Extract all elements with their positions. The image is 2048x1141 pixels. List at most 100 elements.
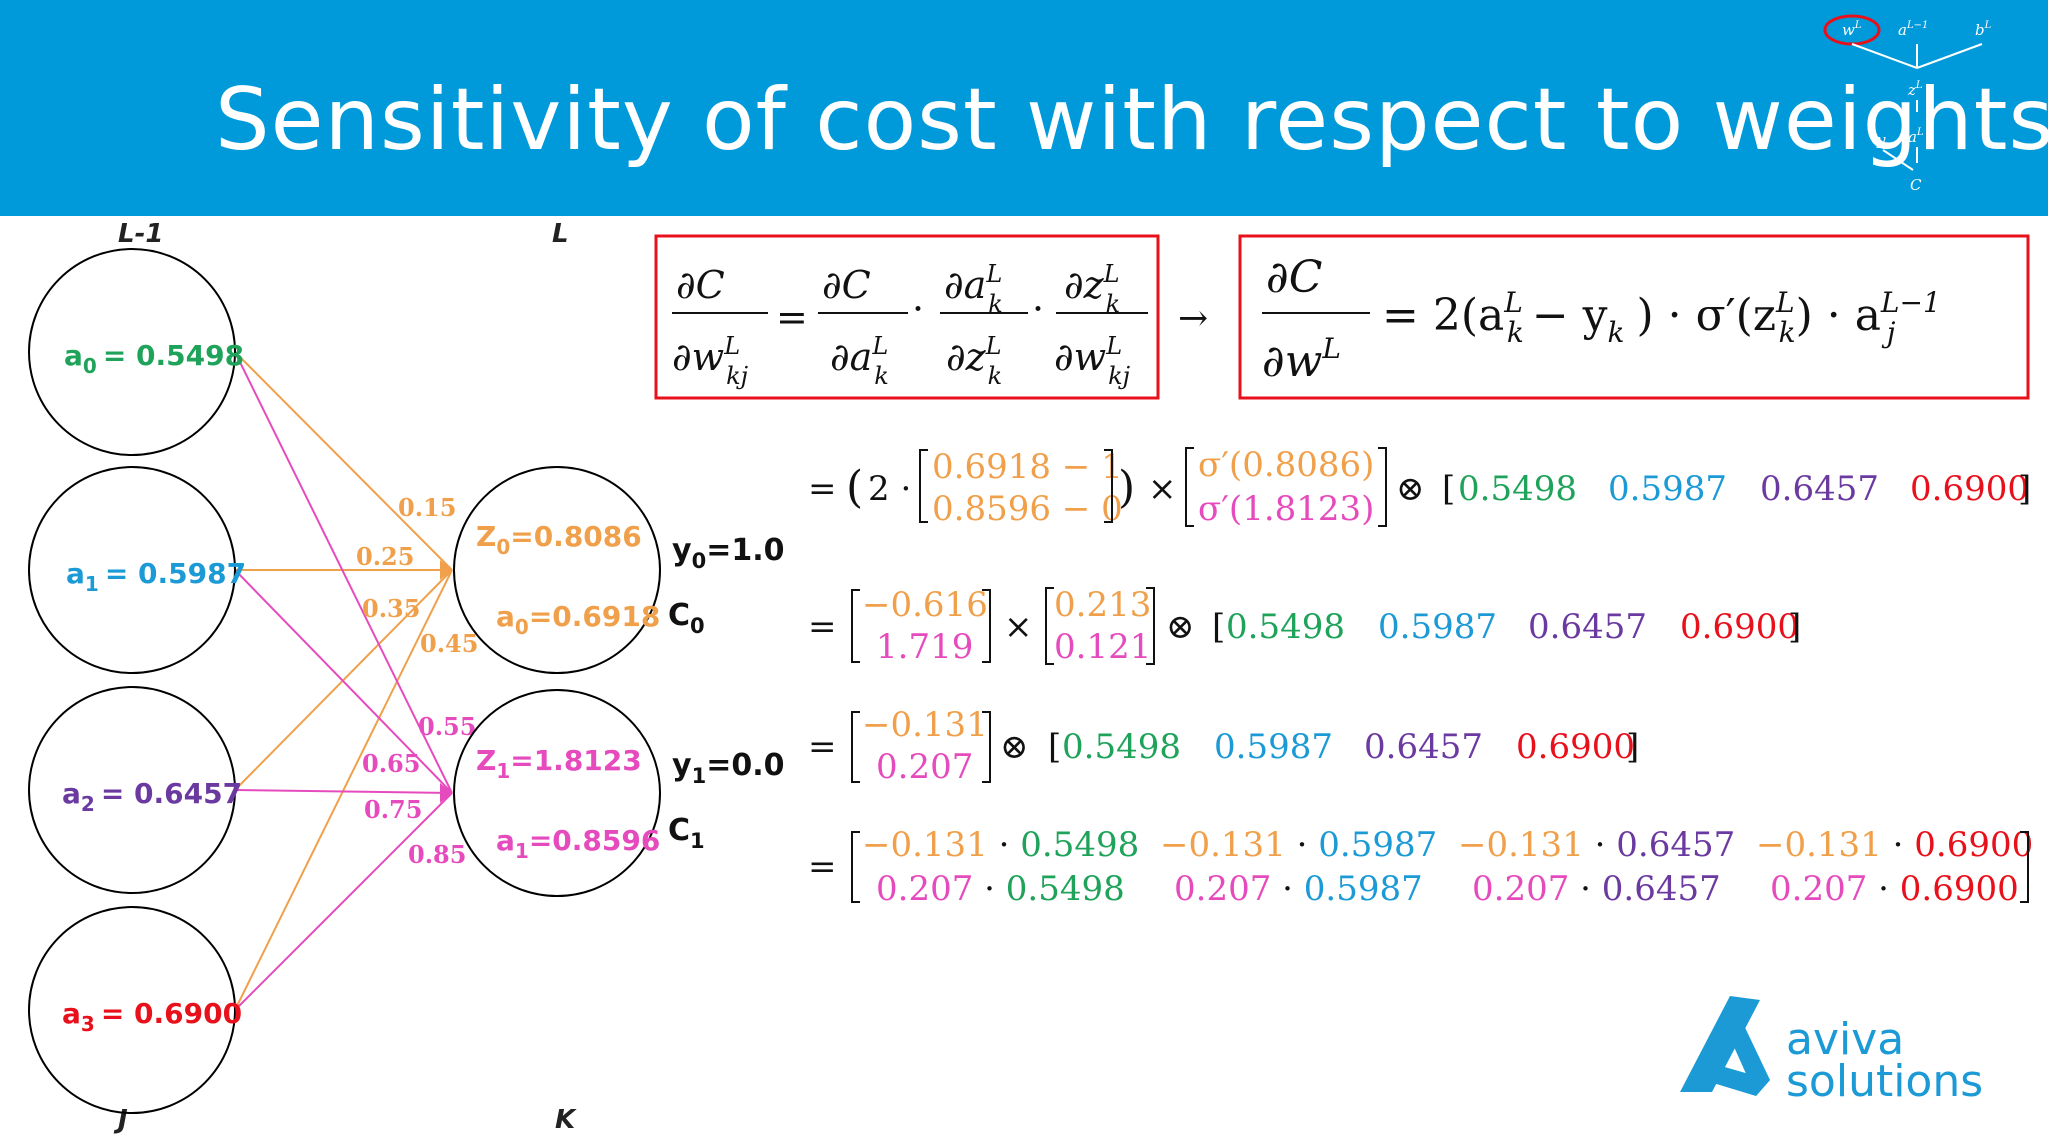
input-value-a2: a2 = 0.6457	[62, 777, 242, 816]
index-j-label: J	[113, 1105, 128, 1135]
svg-text:∂wL: ∂wL	[1262, 332, 1341, 387]
svg-text:·: ·	[912, 287, 924, 331]
svg-text:0.6457: 0.6457	[1528, 607, 1647, 647]
svg-text:0.5987: 0.5987	[1378, 607, 1497, 647]
output-a0-value: a0=0.6918	[496, 600, 660, 639]
svg-text:= 2(aLk− yk) · σ′(zLk) · aL−1j: = 2(aL k − yk) · σ′(zL k) · aL−1 j	[1382, 286, 1941, 349]
input-value-a0: a0 = 0.5498	[64, 339, 244, 378]
svg-text:=: =	[808, 469, 837, 509]
neuron-a2	[28, 686, 236, 894]
weight-label: 0.35	[362, 594, 420, 623]
svg-text:[: [	[1048, 727, 1061, 767]
chain-rule-formula: ∂C ∂wL kj = ∂C ∂aL k · ∂aL k ∂zL k · ∂zL k ∂w…	[654, 234, 1208, 400]
svg-text:σ′(1.8123): σ′(1.8123)	[1198, 489, 1374, 529]
weight-label: 0.65	[362, 749, 420, 778]
svg-text:aL−1: aL−1	[1898, 20, 1928, 39]
weight-label: 0.25	[356, 542, 414, 571]
output-z1-value: Z1=1.8123	[476, 744, 642, 783]
svg-text:0.5987: 0.5987	[1214, 727, 1333, 767]
svg-text:∂aLk: ∂aL k	[830, 332, 889, 390]
svg-text:∂C: ∂C	[676, 263, 725, 307]
svg-text:σ′(0.8086): σ′(0.8086)	[1198, 445, 1374, 485]
formula-box-right	[1238, 234, 2030, 400]
svg-text:∂zLk: ∂zL k	[1064, 260, 1120, 318]
formula-box-left	[654, 234, 1160, 400]
page-title: Sensitivity of cost with respect to weig…	[215, 70, 2048, 170]
neuron-a3	[28, 906, 236, 1114]
svg-text:0.5498: 0.5498	[1226, 607, 1345, 647]
svg-text:×: ×	[1148, 469, 1177, 509]
output-layer: Z0=0.8086 a0=0.6918 Z1=1.8123 a1=0.8596 …	[453, 466, 784, 897]
svg-text:bL: bL	[1975, 20, 1992, 39]
svg-text:]: ]	[1626, 727, 1639, 767]
svg-text:1.719: 1.719	[876, 627, 973, 667]
svg-text:=: =	[808, 847, 837, 887]
svg-text:aviva: aviva	[1786, 1014, 1904, 1065]
svg-text:0.8596 − 0: 0.8596 − 0	[932, 489, 1123, 529]
neuron-a0	[28, 248, 236, 456]
input-layer: a0 = 0.5498 a1 = 0.5987 a2 = 0.6457 a3 = 0.6…	[28, 248, 246, 1114]
cost-c1: C1	[668, 813, 705, 853]
target-y1: y1=0.0	[672, 748, 784, 788]
svg-text:=: =	[776, 295, 808, 339]
index-k-label: K	[555, 1105, 577, 1135]
connections-orange	[234, 351, 453, 1011]
result-formula: ∂C ∂wL = 2(aL k − yk) · σ′(zL k) · aL−1 j	[1238, 234, 2030, 400]
title-banner	[0, 0, 2048, 216]
weight-label: 0.45	[420, 629, 478, 658]
step-3: = −0.131 0.207 ⊗ [ 0.5498 0.5987 0.6457 …	[808, 705, 1639, 787]
svg-text:(: (	[846, 462, 863, 513]
svg-text:0.6457: 0.6457	[1364, 727, 1483, 767]
svg-text:0.207 · 0.6457: 0.207 · 0.6457	[1472, 869, 1721, 909]
output-a1-value: a1=0.8596	[496, 824, 660, 863]
svg-text:⊗: ⊗	[1000, 727, 1029, 767]
step-2: = −0.616 1.719 × 0.213 0.121 ⊗ [ 0.5498 …	[808, 585, 1801, 667]
weight-label: 0.55	[418, 712, 476, 741]
svg-text:−0.131 · 0.6900: −0.131 · 0.6900	[1756, 825, 2033, 865]
arrowhead-z1	[440, 783, 452, 803]
svg-text:=: =	[808, 607, 837, 647]
svg-text:−0.616: −0.616	[862, 585, 988, 625]
svg-text:0.5498: 0.5498	[1062, 727, 1181, 767]
aviva-solutions-logo: aviva solutions	[1680, 996, 1983, 1107]
input-value-a3: a3 = 0.6900	[62, 997, 242, 1036]
svg-text:C: C	[1910, 176, 1922, 194]
target-y0: y0=1.0	[672, 533, 784, 573]
arrow: →	[1178, 298, 1208, 339]
output-z0-value: Z0=0.8086	[476, 520, 642, 559]
svg-text:wL: wL	[1842, 20, 1862, 39]
svg-text:⊗: ⊗	[1166, 607, 1195, 647]
svg-text:zL: zL	[1907, 80, 1923, 99]
input-value-a1: a1 = 0.5987	[66, 557, 246, 596]
svg-text:y: y	[1876, 131, 1886, 149]
svg-text:2 ·: 2 ·	[868, 469, 911, 509]
svg-text:∂aLk: ∂aL k	[944, 260, 1003, 318]
svg-text:0.207 · 0.5498: 0.207 · 0.5498	[876, 869, 1125, 909]
step-1: = ( 2 · 0.6918 − 1 0.8596 − 0 ) × σ′(0.8…	[808, 445, 2031, 529]
svg-text:×: ×	[1004, 607, 1033, 647]
arrowhead-z0	[440, 560, 452, 580]
svg-text:[: [	[1212, 607, 1225, 647]
svg-text:−0.131 · 0.6457: −0.131 · 0.6457	[1458, 825, 1735, 865]
svg-text:]: ]	[2018, 469, 2031, 509]
svg-text:−0.131 · 0.5987: −0.131 · 0.5987	[1160, 825, 1437, 865]
neuron-a1	[28, 466, 236, 674]
layer-label-left: L-1	[118, 219, 163, 249]
svg-text:·: ·	[1032, 287, 1044, 331]
svg-text:0.6900: 0.6900	[1516, 727, 1635, 767]
weight-label: 0.15	[398, 493, 456, 522]
svg-text:0.121: 0.121	[1054, 627, 1151, 667]
step-4: = −0.131 · 0.5498 −0.131 · 0.5987 −0.131…	[808, 825, 2033, 909]
weight-label: 0.85	[408, 840, 466, 869]
svg-text:): )	[1118, 462, 1135, 513]
svg-text:0.207: 0.207	[876, 747, 973, 787]
svg-text:0.6900: 0.6900	[1680, 607, 1799, 647]
svg-text:0.6918 − 1: 0.6918 − 1	[932, 447, 1123, 487]
svg-text:0.207 · 0.5987: 0.207 · 0.5987	[1174, 869, 1423, 909]
neuron-z1	[453, 689, 661, 897]
neuron-z0	[453, 466, 661, 674]
mini-dependency-diagram: wL aL−1 bL zL y aL C	[1823, 14, 1992, 194]
svg-text:0.5498: 0.5498	[1458, 469, 1577, 509]
